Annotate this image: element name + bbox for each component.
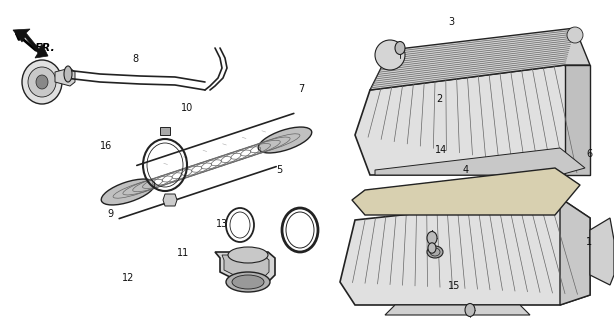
Polygon shape [370,28,590,90]
Ellipse shape [28,67,56,97]
Polygon shape [565,65,590,175]
Ellipse shape [101,179,155,205]
Text: 10: 10 [181,103,193,113]
Ellipse shape [258,127,312,153]
Text: 9: 9 [107,209,114,220]
Polygon shape [352,168,580,215]
Text: 7: 7 [298,84,304,94]
Text: 5: 5 [276,164,282,175]
Text: 12: 12 [122,273,134,284]
Ellipse shape [465,303,475,316]
Polygon shape [385,305,530,315]
Polygon shape [590,218,614,285]
Ellipse shape [395,42,405,54]
Text: 16: 16 [99,140,112,151]
Ellipse shape [22,60,62,104]
Ellipse shape [428,243,436,253]
Polygon shape [355,65,590,175]
Ellipse shape [36,75,48,89]
Polygon shape [340,198,590,305]
Text: 14: 14 [435,145,447,155]
Text: 8: 8 [132,54,138,64]
Polygon shape [163,194,177,206]
Ellipse shape [228,247,268,263]
Polygon shape [160,127,170,135]
Text: 1: 1 [586,236,593,247]
Text: 4: 4 [462,164,468,175]
Polygon shape [560,198,590,305]
Text: 13: 13 [216,219,228,229]
Polygon shape [55,68,75,86]
Ellipse shape [567,27,583,43]
Text: 3: 3 [448,17,454,27]
Text: FR.: FR. [35,43,56,53]
Polygon shape [215,252,275,282]
Polygon shape [375,148,585,175]
Ellipse shape [427,246,443,258]
Ellipse shape [427,231,437,244]
Text: 15: 15 [448,281,460,292]
Polygon shape [13,29,48,58]
Ellipse shape [226,272,270,292]
Ellipse shape [375,40,405,70]
Text: 11: 11 [177,248,189,258]
Ellipse shape [64,66,72,82]
Text: 6: 6 [586,148,593,159]
Ellipse shape [232,275,264,289]
Polygon shape [222,255,269,278]
Text: 2: 2 [436,94,442,104]
